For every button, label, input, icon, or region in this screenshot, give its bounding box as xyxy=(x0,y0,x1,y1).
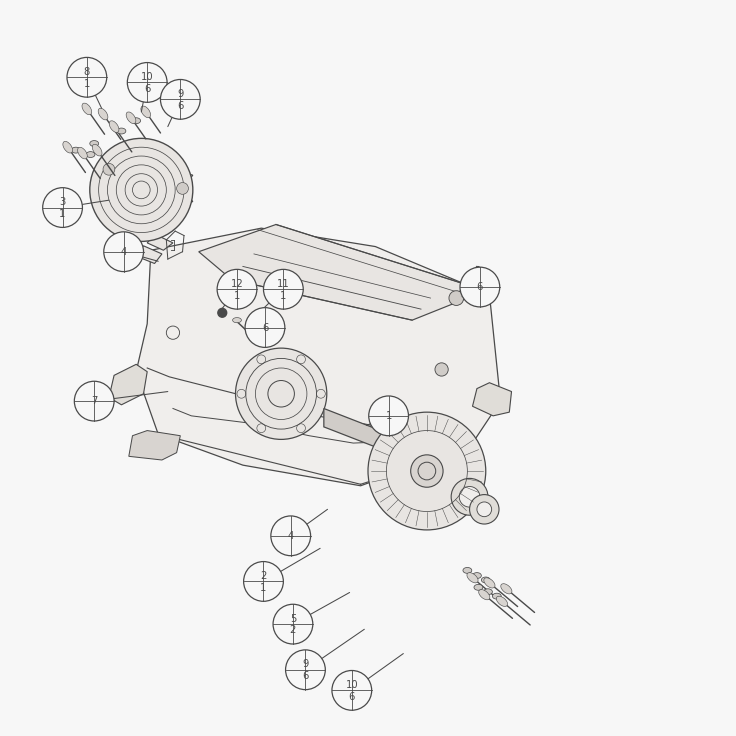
Polygon shape xyxy=(147,234,173,250)
Ellipse shape xyxy=(463,567,472,573)
Text: 6: 6 xyxy=(302,671,308,681)
Circle shape xyxy=(449,291,464,305)
Circle shape xyxy=(263,269,303,309)
Text: 9: 9 xyxy=(302,659,308,669)
Text: 7: 7 xyxy=(91,396,97,406)
Ellipse shape xyxy=(478,590,490,600)
Text: 6: 6 xyxy=(177,101,183,110)
Circle shape xyxy=(218,308,227,317)
Text: 6: 6 xyxy=(262,322,268,333)
Text: 2: 2 xyxy=(290,626,296,635)
Text: 6: 6 xyxy=(144,84,150,93)
Ellipse shape xyxy=(474,584,483,590)
Circle shape xyxy=(273,604,313,644)
Polygon shape xyxy=(109,364,147,405)
Circle shape xyxy=(477,502,492,517)
Ellipse shape xyxy=(71,147,80,153)
Circle shape xyxy=(411,455,443,487)
Ellipse shape xyxy=(484,578,495,588)
Ellipse shape xyxy=(109,121,119,132)
Text: 9: 9 xyxy=(177,89,183,99)
Circle shape xyxy=(90,138,193,241)
Text: 6: 6 xyxy=(477,282,483,292)
Text: 10: 10 xyxy=(141,72,154,82)
Text: 1: 1 xyxy=(261,583,266,592)
Polygon shape xyxy=(99,155,193,188)
Circle shape xyxy=(67,57,107,97)
Ellipse shape xyxy=(90,141,99,146)
Circle shape xyxy=(236,348,327,439)
Text: 3: 3 xyxy=(60,197,66,207)
Ellipse shape xyxy=(233,318,241,323)
Ellipse shape xyxy=(132,118,141,124)
Text: 2: 2 xyxy=(261,571,266,581)
Ellipse shape xyxy=(117,128,126,134)
Text: 1: 1 xyxy=(234,291,240,300)
Text: 1: 1 xyxy=(386,411,392,421)
Polygon shape xyxy=(473,383,512,416)
Ellipse shape xyxy=(92,144,102,156)
Circle shape xyxy=(103,163,115,175)
Text: 1: 1 xyxy=(280,291,286,300)
Circle shape xyxy=(217,269,257,309)
Circle shape xyxy=(451,478,488,515)
Text: 8: 8 xyxy=(84,67,90,77)
Circle shape xyxy=(244,562,283,601)
Circle shape xyxy=(127,63,167,102)
Circle shape xyxy=(332,670,372,710)
Ellipse shape xyxy=(77,147,88,159)
Polygon shape xyxy=(199,224,486,320)
Circle shape xyxy=(460,267,500,307)
Ellipse shape xyxy=(492,593,501,599)
Polygon shape xyxy=(129,431,180,460)
Ellipse shape xyxy=(86,152,95,158)
Ellipse shape xyxy=(496,596,508,606)
Polygon shape xyxy=(460,266,487,296)
Text: 6: 6 xyxy=(349,692,355,701)
Polygon shape xyxy=(99,168,193,213)
Text: 11: 11 xyxy=(277,279,290,289)
Ellipse shape xyxy=(484,589,492,595)
Text: 1: 1 xyxy=(84,79,90,88)
Ellipse shape xyxy=(467,573,478,583)
Circle shape xyxy=(435,363,448,376)
Ellipse shape xyxy=(481,577,490,583)
Text: 4: 4 xyxy=(121,247,127,257)
Circle shape xyxy=(160,79,200,119)
Polygon shape xyxy=(433,449,477,478)
Ellipse shape xyxy=(473,573,481,578)
Ellipse shape xyxy=(126,112,136,124)
Circle shape xyxy=(177,183,188,194)
Polygon shape xyxy=(136,246,162,263)
Circle shape xyxy=(470,495,499,524)
Circle shape xyxy=(104,232,144,272)
Ellipse shape xyxy=(141,106,151,118)
Polygon shape xyxy=(390,432,401,455)
Circle shape xyxy=(369,396,408,436)
Text: 12: 12 xyxy=(230,279,244,289)
Circle shape xyxy=(245,308,285,347)
Ellipse shape xyxy=(98,108,108,120)
Circle shape xyxy=(74,381,114,421)
Ellipse shape xyxy=(500,584,512,594)
Text: 5: 5 xyxy=(290,614,296,623)
Circle shape xyxy=(286,650,325,690)
Circle shape xyxy=(43,188,82,227)
Circle shape xyxy=(368,412,486,530)
Text: 10: 10 xyxy=(345,680,358,690)
Ellipse shape xyxy=(82,103,92,115)
Polygon shape xyxy=(324,408,390,453)
Text: 4: 4 xyxy=(288,531,294,541)
Text: 1: 1 xyxy=(60,209,66,219)
Circle shape xyxy=(271,516,311,556)
Ellipse shape xyxy=(63,141,73,153)
Polygon shape xyxy=(136,228,500,486)
Circle shape xyxy=(459,486,480,507)
